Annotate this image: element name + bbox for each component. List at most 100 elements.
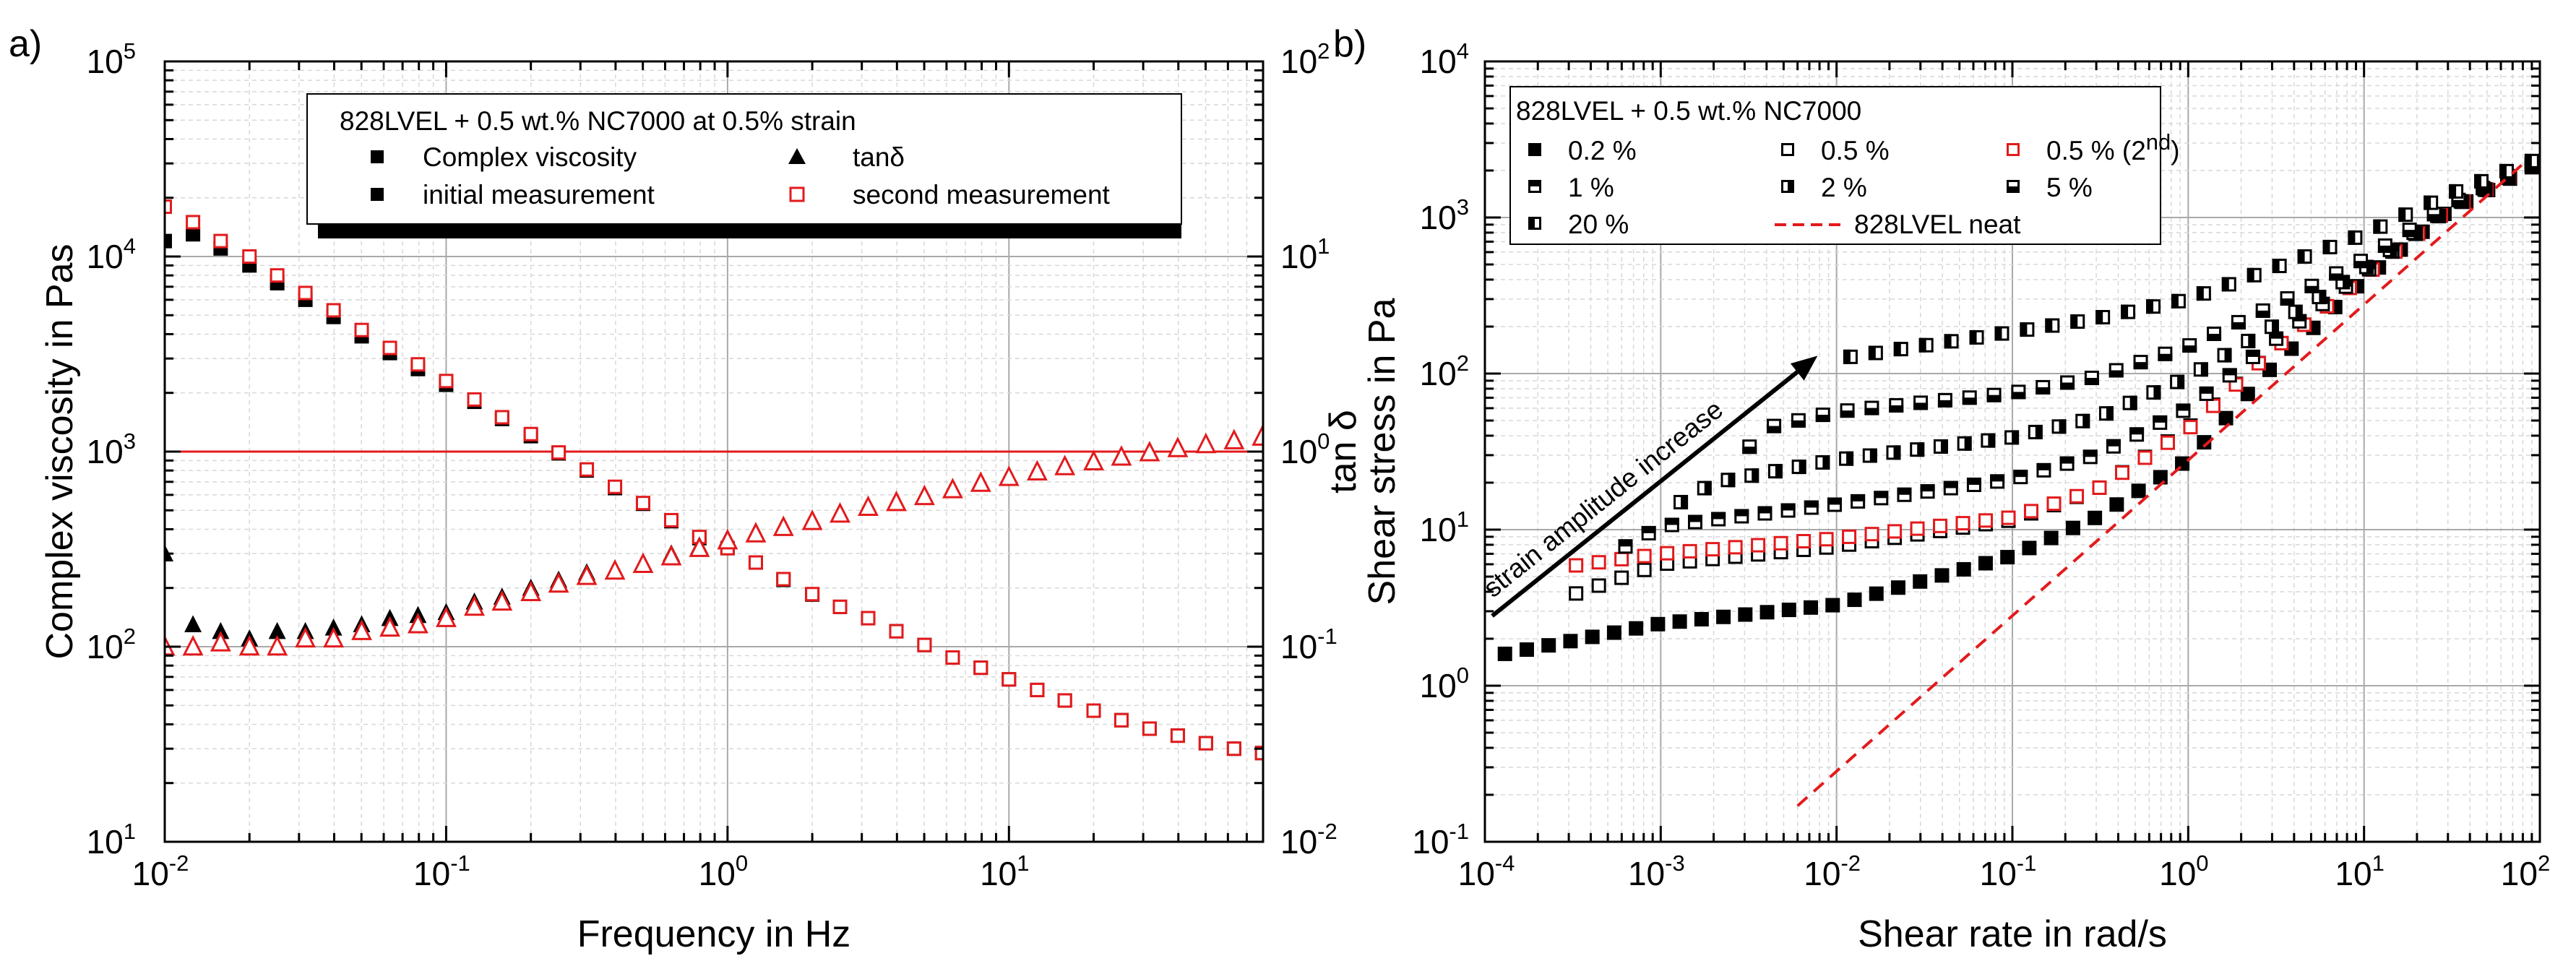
panel-b-series-2--point-fill: [2390, 242, 2398, 257]
panel-b-series-20--point: [2424, 195, 2439, 210]
panel-b-series-2--point-fill: [1752, 468, 1759, 483]
panel-b-series-2--point-fill: [2295, 304, 2303, 319]
panel-a-point-tandelta-second: [1167, 436, 1189, 457]
panel-a-point-tandelta-second: [491, 590, 513, 611]
panel-b-series-2--point: [1910, 442, 1925, 457]
panel-b-legend-marker-0: [1528, 143, 1541, 156]
panel-b-y-axis-title: Shear stress in Pa: [1361, 298, 1403, 605]
panel-a-point-viscosity-second: [439, 374, 454, 389]
panel-b-series-0-2--point: [1650, 616, 1666, 632]
panel-b-series-20--point: [2322, 239, 2338, 254]
panel-b-series-5--point: [1889, 397, 1904, 413]
panel-b-series-20--point-fill: [2121, 304, 2129, 319]
panel-b-series-2--point-fill: [2271, 319, 2279, 335]
panel-b-series-20--point-fill: [2070, 314, 2078, 329]
panel-a-point-viscosity-second: [1113, 712, 1129, 728]
panel-b-series-2--point-fill: [2366, 259, 2374, 275]
panel-b-series-2--point-fill: [2343, 275, 2351, 290]
panel-b-series-2--point: [1839, 451, 1854, 466]
panel-b-series-1--point: [1943, 480, 1958, 496]
panel-b-series-1--point: [2199, 386, 2214, 401]
panel-a-x-tick-label: 101: [980, 850, 1029, 892]
panel-a-point-viscosity-second: [580, 462, 595, 477]
panel-b-series-0-5-2nd--point: [2001, 510, 2016, 525]
panel-b-series-0-2--point: [2197, 435, 2212, 450]
panel-b-series-2--point: [1862, 448, 1877, 463]
panel-b-y-tick-label: 104: [1420, 38, 1469, 80]
panel-a-point-viscosity-second: [1057, 693, 1072, 708]
panel-a-legend-box: [306, 93, 1182, 225]
panel-b-series-5--point-fill: [2377, 245, 2392, 253]
panel-b-series-1--point-fill: [1618, 539, 1633, 547]
panel-b-series-0-5--point: [1614, 570, 1629, 585]
panel-a-y-tick-label: 105: [87, 38, 136, 80]
panel-b-series-0-5-2nd--point: [1864, 527, 1879, 542]
panel-a-point-tandelta-second: [1223, 428, 1245, 449]
panel-b-series-2--point: [1957, 436, 1972, 451]
panel-a-point-tandelta-second: [632, 552, 654, 574]
panel-b-series-5--point: [1742, 439, 1757, 454]
panel-b-series-20--point: [2524, 153, 2539, 168]
panel-b-series-5--point-fill: [2353, 261, 2369, 269]
panel-b-series-2--point-fill: [2059, 419, 2067, 434]
panel-b-series-20--point-fill: [2424, 195, 2431, 210]
panel-b-series-2--point-fill: [1728, 473, 1736, 488]
panel-a-data-marks: [165, 199, 1263, 761]
panel-a-point-tandelta-second: [1054, 454, 1076, 475]
panel-a-legend-label-initial: initial measurement: [423, 180, 655, 210]
panel-b-series-2--point-fill: [2153, 385, 2161, 400]
panel-a-point-viscosity-second: [382, 340, 397, 355]
panel-b-series-20--point-fill: [2373, 219, 2381, 234]
panel-b-series-20--point-fill: [2499, 163, 2507, 178]
panel-b-series-2--point-fill: [1869, 448, 1877, 463]
panel-b-series-1--point-fill: [1990, 474, 2005, 482]
panel-b-series-2--point-fill: [1917, 442, 1925, 457]
panel-a-point-tandelta-second: [1195, 432, 1217, 454]
panel-b-series-1--point: [2176, 403, 2191, 418]
panel-b-series-0-2--point: [2240, 387, 2255, 402]
panel-b-series-1--point-fill: [2036, 462, 2051, 470]
panel-b-series-5--point-fill: [2329, 273, 2344, 281]
panel-a-point-tandelta-initial: [268, 621, 286, 639]
panel-a-y-axis-title: Complex viscosity in Pas: [39, 244, 81, 659]
panel-b-series-1--point: [1920, 484, 1935, 499]
panel-a-point-tandelta-second: [435, 606, 457, 627]
panel-a-legend-label-tan-delta: tanδ: [853, 142, 905, 172]
panel-b-series-5--point: [1840, 403, 1855, 418]
panel-b-series-20--point-fill: [2146, 299, 2154, 314]
panel-b-series-20--point-fill: [2095, 310, 2103, 325]
panel-b-series-5--point-fill: [1913, 402, 1929, 410]
panel-b-series-1--point: [2106, 439, 2121, 454]
panel-b-series-1--point-fill: [1897, 487, 1912, 495]
panel-b-data-marks: [1497, 153, 2539, 807]
panel-a-point-viscosity-second: [1086, 703, 1101, 718]
panel-a-point-viscosity-second: [186, 215, 201, 230]
panel-b-series-1--point: [2245, 349, 2260, 364]
panel-b-series-5--point: [1986, 387, 2002, 402]
panel-a-point-viscosity-second: [1142, 721, 1157, 736]
panel-b-series-20--point: [2297, 249, 2312, 264]
panel-b-series-1--point: [2059, 456, 2075, 471]
panel-b-series-5--point-fill: [2182, 345, 2197, 353]
panel-b-legend-label-0-5-2nd: 0.5 % (2nd): [2046, 129, 2180, 165]
panel-a-point-viscosity-second: [973, 660, 988, 676]
panel-b-series-2--point: [1720, 473, 1736, 488]
panel-b-y-tick-label: 10-1: [1412, 819, 1469, 861]
panel-b-series-20--point: [1969, 329, 1984, 345]
panel-b-series-2--point-fill: [2200, 362, 2208, 377]
panel-a-label: a): [9, 23, 42, 65]
panel-b-series-20--point-fill: [2221, 277, 2229, 292]
panel-b-series-1--point: [1780, 503, 1796, 518]
panel-b-legend-label-0-2: 0.2 %: [1568, 136, 1637, 165]
panel-a-point-tandelta-second: [1111, 445, 1132, 466]
panel-b-series-5--point-fill: [1742, 447, 1757, 454]
panel-b-series-20--point-fill: [1893, 342, 1901, 357]
panel-b-series-0-5-2nd--point: [2024, 504, 2039, 519]
panel-b-series-5--point: [2280, 291, 2295, 306]
panel-b-legend-label-neat: 828LVEL neat: [1854, 210, 2021, 239]
panel-b-series-20--point: [1918, 337, 1934, 353]
panel-b-legend-marker-5-fill: [2007, 186, 2020, 193]
panel-b-series-2--point: [2170, 374, 2185, 389]
panel-b-legend-marker-5: [2007, 180, 2020, 193]
panel-a-x-tick-label: 10-2: [132, 850, 189, 892]
